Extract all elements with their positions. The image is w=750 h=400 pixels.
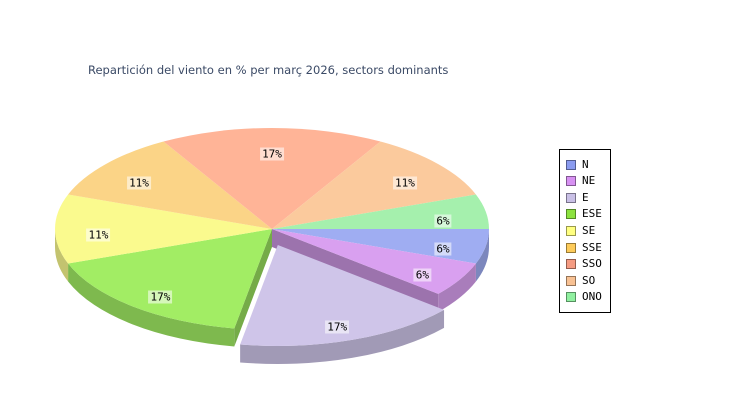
legend-item-E: E — [566, 190, 610, 204]
legend-item-SSE: SSE — [566, 240, 610, 254]
pie-slice-SSE — [68, 141, 272, 229]
legend-item-SE: SE — [566, 223, 610, 237]
pie-rim-NE — [438, 263, 476, 312]
pie-rim-SE — [55, 229, 69, 282]
legend-label-ONO: ONO — [582, 290, 602, 304]
legend-swatch-N — [566, 159, 576, 170]
slice-label-SSO: 17% — [260, 147, 284, 161]
legend-swatch-SSO — [566, 259, 576, 270]
legend-swatch-SE — [566, 225, 576, 236]
legend-label-SSE: SSE — [582, 240, 602, 254]
legend-swatch-SO — [566, 275, 576, 286]
slice-label-N: 6% — [434, 242, 452, 256]
legend-item-ONO: ONO — [566, 290, 610, 304]
legend-label-SO: SO — [582, 273, 596, 287]
slice-label-ESE: 17% — [148, 290, 173, 304]
legend-label-SE: SE — [582, 223, 596, 237]
pie-slice-SE — [54, 194, 272, 264]
pie-slice-SSO — [163, 127, 381, 229]
legend-swatch-SSE — [566, 242, 576, 253]
pie-rim-N — [475, 229, 489, 282]
chart-title: Repartición del viento en % per març 202… — [88, 63, 449, 77]
legend-box: N NE E ESE SE SSE SSO SO ONO — [559, 149, 611, 313]
legend-swatch-E — [566, 192, 576, 203]
legend-label-ESE: ESE — [582, 207, 602, 221]
pie-wall-NE — [272, 229, 439, 312]
pie-rim-E — [240, 309, 445, 364]
pie-wall-ESE — [234, 229, 272, 347]
legend-label-N: N — [582, 157, 589, 171]
legend-swatch-ONO — [566, 292, 576, 303]
legend-label-NE: NE — [582, 174, 596, 188]
slice-label-SO: 11% — [393, 176, 417, 190]
legend-item-ESE: ESE — [566, 207, 610, 221]
pie-slice-E — [240, 244, 445, 346]
pie-slice-ESE — [68, 229, 272, 329]
legend-label-SSO: SSO — [582, 257, 602, 271]
legend-item-SO: SO — [566, 273, 610, 287]
legend-swatch-NE — [566, 176, 576, 187]
slice-label-NE: 6% — [413, 268, 431, 282]
slice-label-SSE: 11% — [127, 176, 151, 190]
legend-label-E: E — [582, 190, 589, 204]
slice-label-SE: 11% — [86, 228, 111, 242]
pie-rim-ESE — [68, 263, 235, 347]
legend-item-SSO: SSO — [566, 257, 610, 271]
slice-label-ONO: 6% — [434, 214, 452, 228]
pie-slice-SO — [272, 141, 476, 229]
legend-item-N: N — [566, 157, 610, 171]
legend-item-NE: NE — [566, 174, 610, 188]
slice-label-E: 17% — [325, 320, 350, 334]
legend-swatch-ESE — [566, 209, 576, 220]
